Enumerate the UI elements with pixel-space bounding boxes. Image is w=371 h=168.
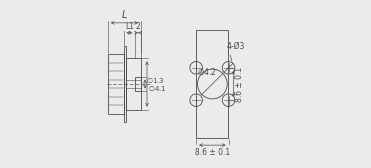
- Text: $\varnothing$4.2: $\varnothing$4.2: [197, 66, 217, 77]
- Bar: [135, 77, 141, 91]
- Text: 2: 2: [136, 22, 141, 31]
- Text: 8.6 ± 0.1: 8.6 ± 0.1: [235, 66, 244, 102]
- Text: 4-Ø3: 4-Ø3: [227, 42, 245, 51]
- Bar: [124, 46, 126, 122]
- Bar: [196, 30, 229, 138]
- Text: $\varnothing$1.3: $\varnothing$1.3: [146, 75, 164, 85]
- Text: $\varnothing$4.1: $\varnothing$4.1: [148, 83, 166, 93]
- Text: L: L: [122, 10, 127, 20]
- Bar: [126, 58, 141, 110]
- Bar: [108, 54, 124, 114]
- Text: 8.6 ± 0.1: 8.6 ± 0.1: [195, 148, 230, 157]
- Text: L1: L1: [125, 22, 134, 31]
